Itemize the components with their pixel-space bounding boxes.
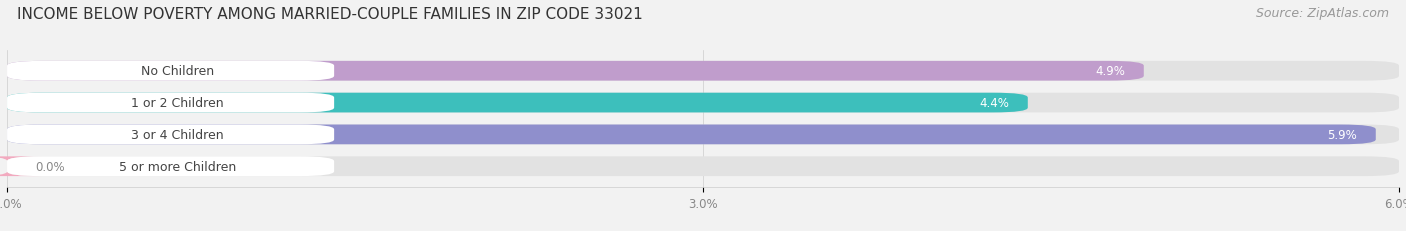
FancyBboxPatch shape — [7, 93, 1399, 113]
Text: 4.9%: 4.9% — [1095, 65, 1125, 78]
Text: 4.4%: 4.4% — [980, 97, 1010, 109]
FancyBboxPatch shape — [7, 125, 1376, 145]
FancyBboxPatch shape — [7, 93, 1028, 113]
FancyBboxPatch shape — [0, 157, 42, 176]
FancyBboxPatch shape — [7, 125, 335, 145]
FancyBboxPatch shape — [7, 62, 1399, 81]
FancyBboxPatch shape — [7, 62, 335, 81]
FancyBboxPatch shape — [7, 125, 1399, 145]
Text: 0.0%: 0.0% — [35, 160, 65, 173]
Text: No Children: No Children — [141, 65, 214, 78]
Text: 3 or 4 Children: 3 or 4 Children — [131, 128, 224, 141]
FancyBboxPatch shape — [7, 157, 335, 176]
Text: 5 or more Children: 5 or more Children — [120, 160, 236, 173]
FancyBboxPatch shape — [7, 93, 335, 113]
Text: Source: ZipAtlas.com: Source: ZipAtlas.com — [1256, 7, 1389, 20]
Text: 1 or 2 Children: 1 or 2 Children — [131, 97, 224, 109]
FancyBboxPatch shape — [7, 157, 1399, 176]
Text: INCOME BELOW POVERTY AMONG MARRIED-COUPLE FAMILIES IN ZIP CODE 33021: INCOME BELOW POVERTY AMONG MARRIED-COUPL… — [17, 7, 643, 22]
Text: 5.9%: 5.9% — [1327, 128, 1357, 141]
FancyBboxPatch shape — [7, 62, 1144, 81]
